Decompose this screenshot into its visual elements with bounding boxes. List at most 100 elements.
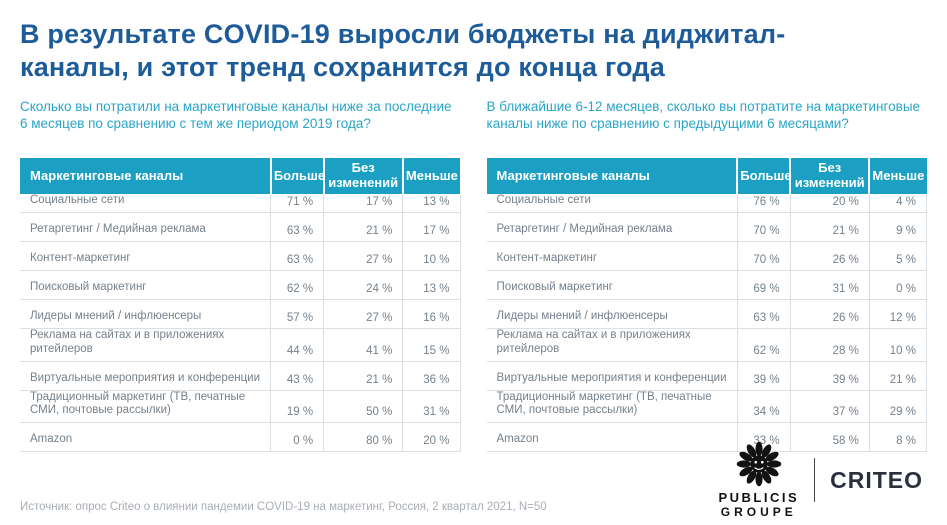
value-cell: 19 %: [270, 390, 324, 424]
column-header-channels: Маркетинговые каналы: [486, 158, 738, 194]
value-cell: 58 %: [789, 422, 870, 453]
footer-logos: PUBLICIS GROUPE CRITEO: [718, 441, 923, 519]
value-cell: 31 %: [789, 270, 870, 300]
table-row: Виртуальные мероприятия и конференции 43 …: [20, 361, 461, 391]
table-row: Социальные сети 76 % 20 % 4 %: [486, 194, 928, 213]
value-cell: 57 %: [270, 299, 324, 329]
value-cell: 80 %: [323, 422, 403, 453]
value-cell: 21 %: [323, 212, 403, 242]
value-cell: 29 %: [868, 390, 928, 424]
value-cell: 17 %: [402, 212, 461, 242]
channel-cell: Контент-маркетинг: [486, 241, 738, 271]
table-row: Ретаргетинг / Медийная реклама 63 % 21 % 17…: [20, 212, 461, 242]
value-cell: 4 %: [868, 194, 928, 213]
budget-table-future: Маркетинговые каналы Больше Без изменени…: [486, 158, 928, 453]
channel-cell: Поисковый маркетинг: [486, 270, 738, 300]
value-cell: 43 %: [270, 361, 324, 391]
table-header-row: Маркетинговые каналы Больше Без изменени…: [486, 158, 927, 194]
value-cell: 10 %: [868, 328, 928, 362]
channel-cell: Лидеры мнений / инфлюенсеры: [20, 299, 271, 329]
table-row: Amazon 0 % 80 % 20 %: [20, 422, 461, 453]
groupe-label: GROUPE: [720, 505, 797, 519]
channel-cell: Контент-маркетинг: [20, 241, 271, 271]
channel-cell: Традиционный маркетинг (ТВ, печатные СМИ…: [20, 390, 271, 424]
value-cell: 15 %: [402, 328, 461, 362]
value-cell: 62 %: [270, 270, 324, 300]
channel-cell: Виртуальные мероприятия и конференции: [20, 361, 271, 391]
table-row: Контент-маркетинг 63 % 27 % 10 %: [20, 241, 461, 271]
value-cell: 76 %: [736, 194, 791, 213]
channel-cell: Традиционный маркетинг (ТВ, печатные СМИ…: [486, 390, 738, 424]
column-header-more: Больше: [269, 158, 325, 194]
channel-cell: Реклама на сайтах и в приложениях ритейл…: [20, 328, 271, 362]
table-header-row: Маркетинговые каналы Больше Без изменени…: [20, 158, 460, 194]
value-cell: 21 %: [323, 361, 403, 391]
value-cell: 41 %: [323, 328, 403, 362]
panel-past-6-months: Сколько вы потратили на маркетинговые ка…: [20, 98, 461, 453]
value-cell: 21 %: [789, 212, 870, 242]
table-body-future: Социальные сети 76 % 20 % 4 % Ретаргетинг / …: [486, 194, 928, 453]
value-cell: 26 %: [789, 241, 870, 271]
source-note: Источник: опрос Criteo о влиянии пандеми…: [20, 501, 547, 513]
value-cell: 16 %: [402, 299, 461, 329]
value-cell: 27 %: [323, 241, 403, 271]
value-cell: 0 %: [868, 270, 928, 300]
publicis-groupe-logo: PUBLICIS GROUPE: [718, 441, 799, 519]
table-row: Лидеры мнений / инфлюенсеры 63 % 26 % 12 %: [486, 299, 928, 329]
channel-cell: Amazon: [20, 422, 271, 453]
value-cell: 70 %: [736, 241, 791, 271]
value-cell: 24 %: [323, 270, 403, 300]
value-cell: 31 %: [402, 390, 461, 424]
page-title: В результате COVID-19 выросли бюджеты на…: [20, 19, 786, 82]
value-cell: 63 %: [270, 212, 324, 242]
value-cell: 27 %: [323, 299, 403, 329]
value-cell: 21 %: [868, 361, 928, 391]
channel-cell: Виртуальные мероприятия и конференции: [486, 361, 738, 391]
channel-cell: Реклама на сайтах и в приложениях ритейл…: [486, 328, 738, 362]
table-row: Ретаргетинг / Медийная реклама 70 % 21 % 9 …: [486, 212, 928, 242]
lion-icon: [736, 441, 782, 492]
value-cell: 63 %: [736, 299, 791, 329]
question-next-6-12-months: В ближайшие 6-12 месяцев, сколько вы пот…: [486, 99, 921, 132]
value-cell: 28 %: [789, 328, 870, 362]
table-row: Контент-маркетинг 70 % 26 % 5 %: [486, 241, 928, 271]
question-past-6-months: Сколько вы потратили на маркетинговые ка…: [20, 99, 452, 132]
value-cell: 9 %: [868, 212, 928, 242]
budget-table-past: Маркетинговые каналы Больше Без изменени…: [20, 158, 461, 453]
column-header-more: Больше: [736, 158, 792, 194]
tables-area: Сколько вы потратили на маркетинговые ка…: [20, 98, 928, 453]
value-cell: 13 %: [402, 194, 461, 213]
value-cell: 39 %: [789, 361, 870, 391]
channel-cell: Ретаргетинг / Медийная реклама: [486, 212, 738, 242]
table-row: Традиционный маркетинг (ТВ, печатные СМИ…: [20, 390, 461, 424]
column-header-no-change: Без изменений: [322, 158, 403, 194]
table-row: Традиционный маркетинг (ТВ, печатные СМИ…: [486, 390, 928, 424]
value-cell: 63 %: [270, 241, 324, 271]
value-cell: 26 %: [789, 299, 870, 329]
table-row: Социальные сети 71 % 17 % 13 %: [20, 194, 461, 213]
value-cell: 10 %: [402, 241, 461, 271]
value-cell: 36 %: [402, 361, 461, 391]
publicis-label: PUBLICIS: [718, 490, 800, 505]
channel-cell: Лидеры мнений / инфлюенсеры: [486, 299, 738, 329]
value-cell: 5 %: [868, 241, 928, 271]
value-cell: 20 %: [402, 422, 461, 453]
column-header-less: Меньше: [401, 158, 460, 194]
column-header-less: Меньше: [868, 158, 927, 194]
value-cell: 62 %: [736, 328, 791, 362]
value-cell: 71 %: [270, 194, 324, 213]
table-body-past: Социальные сети 71 % 17 % 13 % Ретаргетинг /…: [20, 194, 461, 453]
channel-cell: Социальные сети: [20, 194, 271, 213]
column-header-channels: Маркетинговые каналы: [20, 158, 271, 194]
value-cell: 8 %: [868, 422, 928, 453]
logo-divider: [814, 458, 816, 502]
value-cell: 17 %: [323, 194, 403, 213]
value-cell: 34 %: [736, 390, 791, 424]
value-cell: 70 %: [736, 212, 791, 242]
value-cell: 20 %: [789, 194, 870, 213]
table-row: Реклама на сайтах и в приложениях ритейл…: [486, 328, 928, 362]
panel-next-6-12-months: В ближайшие 6-12 месяцев, сколько вы пот…: [486, 98, 928, 453]
criteo-logo: CRITEO: [830, 466, 923, 493]
value-cell: 39 %: [736, 361, 791, 391]
value-cell: 12 %: [868, 299, 928, 329]
